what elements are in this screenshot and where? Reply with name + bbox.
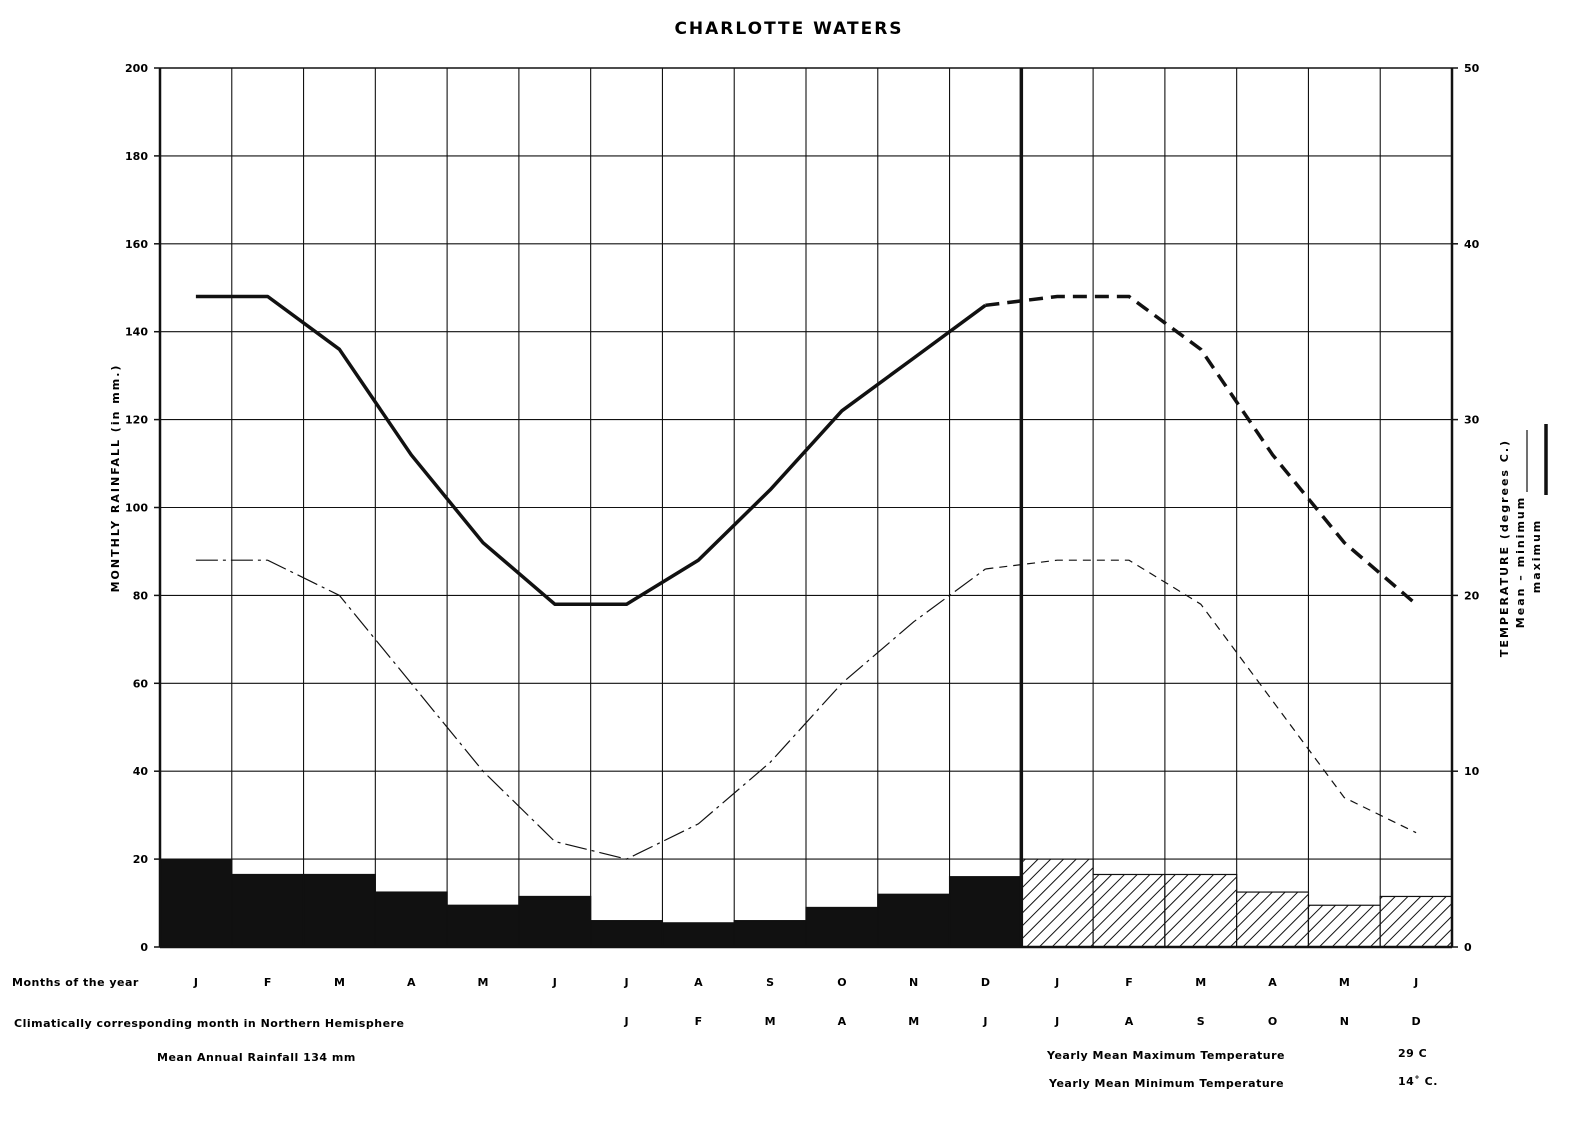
rainfall-bar <box>1307 904 1381 948</box>
rainfall-bar <box>1020 858 1094 948</box>
rainfall-bar <box>1092 873 1166 948</box>
yearly-max-value: 29 C <box>1398 1047 1427 1060</box>
corresponding-months-row: Climatically corresponding month in Nort… <box>14 1015 1421 1030</box>
corresponding-month-label: M <box>908 1015 919 1028</box>
month-label: J <box>193 976 198 989</box>
y-axis-label: MONTHLY RAINFALL (in mm.) <box>109 364 122 593</box>
y-tick-label: 60 <box>133 677 149 690</box>
rainfall-bar <box>231 873 305 948</box>
rainfall-bar <box>446 904 520 948</box>
month-label: J <box>1413 976 1418 989</box>
y-tick-label: 0 <box>140 941 148 954</box>
y-tick-label: 20 <box>133 853 149 866</box>
corresponding-month-label: N <box>1340 1015 1349 1028</box>
month-label: A <box>1268 976 1277 989</box>
yearly-min-label: Yearly Mean Minimum Temperature <box>1048 1077 1284 1090</box>
y-tick-label: 40 <box>133 765 149 778</box>
rainfall-bar <box>1164 873 1238 948</box>
rainfall-bar <box>374 891 448 948</box>
max-temp-line <box>195 294 987 606</box>
y2-tick-label: 30 <box>1464 414 1480 427</box>
y2-tick-label: 10 <box>1464 765 1480 778</box>
rainfall-bar <box>302 873 376 948</box>
rainfall-bar <box>590 920 664 948</box>
rainfall-bar <box>948 876 1022 948</box>
rainfall-bar <box>1236 891 1310 948</box>
min-temp-line <box>195 559 986 860</box>
rainfall-bar <box>877 893 951 948</box>
grid <box>160 68 1452 947</box>
rainfall-bars <box>159 858 1453 948</box>
y2-legend-max-label: maximum <box>1530 519 1543 594</box>
y2-axis-label-group: TEMPERATURE (degrees C.) Mean – minimum … <box>1498 424 1548 657</box>
y2-tick-label: 20 <box>1464 589 1480 602</box>
max-temp-line-repeat <box>985 294 1418 606</box>
month-label: M <box>334 976 345 989</box>
corresponding-month-label: O <box>1268 1015 1277 1028</box>
months-row-label: Months of the year <box>12 976 139 989</box>
yearly-max-label: Yearly Mean Maximum Temperature <box>1046 1049 1285 1062</box>
month-label: D <box>981 976 990 989</box>
rainfall-bar <box>159 858 233 948</box>
rainfall-bar <box>1379 895 1453 948</box>
y2-tick-label: 50 <box>1464 62 1480 75</box>
y-tick-label: 120 <box>125 414 148 427</box>
corresponding-month-label: S <box>1197 1015 1205 1028</box>
month-label: A <box>407 976 416 989</box>
y-tick-label: 180 <box>125 150 148 163</box>
corresponding-row-label: Climatically corresponding month in Nort… <box>14 1017 404 1030</box>
month-label: M <box>1195 976 1206 989</box>
y2-tick-label: 40 <box>1464 238 1480 251</box>
rainfall-bar <box>733 920 807 948</box>
month-label: F <box>264 976 272 989</box>
y2-tick-label: 0 <box>1464 941 1472 954</box>
month-label: M <box>1339 976 1350 989</box>
months-row: Months of the year J F M A M J J A S O N D J F M A M J <box>12 976 1418 989</box>
month-label: O <box>837 976 846 989</box>
y-tick-label: 160 <box>125 238 148 251</box>
y-tick-label: 80 <box>133 589 149 602</box>
rainfall-bar <box>518 895 592 948</box>
y2-legend-min-label: Mean – minimum <box>1514 496 1527 628</box>
month-label: A <box>694 976 703 989</box>
month-label: J <box>624 976 629 989</box>
corresponding-month-label: F <box>695 1015 703 1028</box>
yearly-min-value: 14˚ C. <box>1398 1075 1438 1088</box>
mean-annual-rainfall: Mean Annual Rainfall 134 mm <box>157 1051 356 1064</box>
plot-frame <box>158 67 1454 949</box>
month-label: F <box>1125 976 1133 989</box>
temperature-lines <box>195 294 1418 860</box>
month-label: S <box>766 976 774 989</box>
y-axis-ticks: 0 20 40 60 80 100 120 140 160 180 200 <box>125 62 160 954</box>
min-temp-line-repeat <box>985 559 1417 834</box>
corresponding-month-label: J <box>1054 1015 1059 1028</box>
rainfall-bar <box>805 906 879 948</box>
corresponding-month-label: M <box>765 1015 776 1028</box>
corresponding-month-label: J <box>624 1015 629 1028</box>
month-label: J <box>1054 976 1059 989</box>
month-label: N <box>909 976 918 989</box>
corresponding-month-label: A <box>838 1015 847 1028</box>
corresponding-month-label: D <box>1412 1015 1421 1028</box>
chart-title: CHARLOTTE WATERS <box>674 19 903 39</box>
corresponding-month-label: A <box>1125 1015 1134 1028</box>
y2-axis-ticks: 0 10 20 30 40 50 <box>1452 62 1480 954</box>
y-tick-label: 140 <box>125 326 148 339</box>
y-tick-label: 200 <box>125 62 148 75</box>
corresponding-month-label: J <box>982 1015 987 1028</box>
rainfall-bar <box>661 922 735 948</box>
y-tick-label: 100 <box>125 502 148 515</box>
y2-axis-label: TEMPERATURE (degrees C.) <box>1498 439 1511 657</box>
month-label: J <box>552 976 557 989</box>
month-label: M <box>478 976 489 989</box>
